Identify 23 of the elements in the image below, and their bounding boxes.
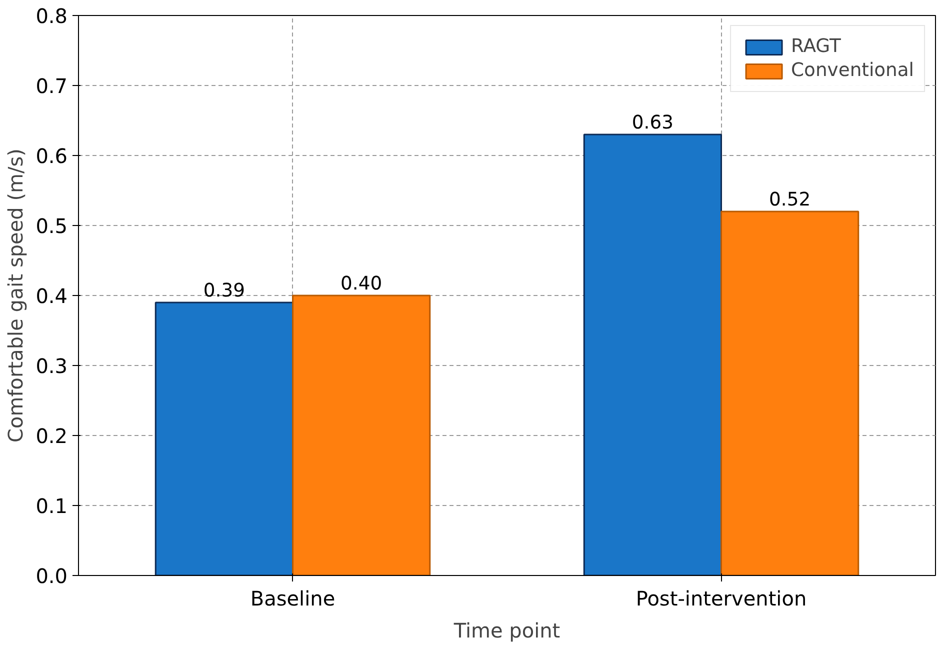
x-tick-label: Baseline xyxy=(250,586,336,610)
y-tick-label: 0.3 xyxy=(36,354,68,378)
bar xyxy=(154,302,294,576)
legend-label: RAGT xyxy=(791,36,841,57)
y-tick-label: 0.4 xyxy=(36,284,68,308)
x-tick-label: Post-intervention xyxy=(636,586,807,610)
y-tick-label: 0.1 xyxy=(36,494,68,518)
bar xyxy=(720,210,860,576)
y-tick-label: 0.5 xyxy=(36,214,68,238)
y-axis-title: Comfortable gait speed (m/s) xyxy=(4,148,28,442)
data-label: 0.52 xyxy=(769,190,811,210)
x-axis-title: Time point xyxy=(452,618,560,642)
y-tick-label: 0.8 xyxy=(36,4,68,28)
data-label: 0.63 xyxy=(632,112,674,134)
bar xyxy=(292,294,431,576)
y-tick-label: 0.6 xyxy=(36,144,68,168)
legend-label: Conventional xyxy=(791,60,914,81)
y-tick-label: 0.7 xyxy=(36,74,68,98)
y-tick-label: 0.2 xyxy=(36,424,68,448)
data-label: 0.39 xyxy=(203,280,245,302)
data-label: 0.40 xyxy=(340,274,382,294)
y-tick-label: 0.0 xyxy=(36,564,68,588)
bar xyxy=(583,134,722,576)
